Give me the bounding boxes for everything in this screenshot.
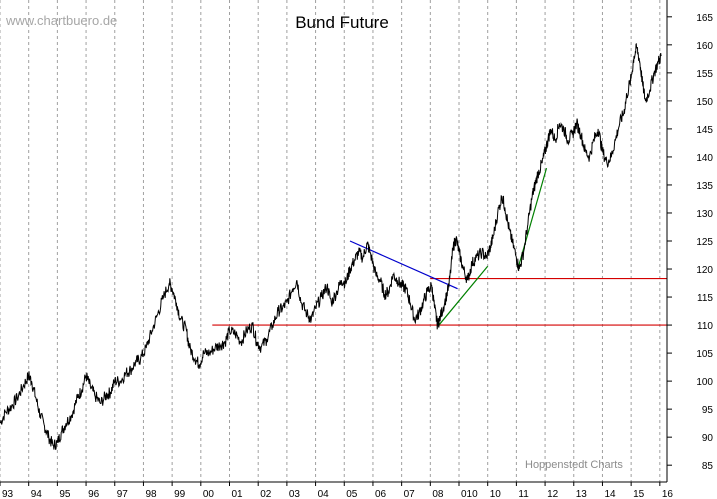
y-tick-label-145: 145 xyxy=(696,125,713,136)
y-tick-label-110: 110 xyxy=(697,321,713,332)
trendline-3 xyxy=(438,265,489,326)
plot-frame xyxy=(0,0,668,483)
x-tick-label-06: 06 xyxy=(375,489,387,499)
x-tick-label-95: 95 xyxy=(59,489,71,499)
x-tick-label-93: 93 xyxy=(2,489,14,499)
x-tick-label-08: 08 xyxy=(432,489,444,499)
x-tick-label-98: 98 xyxy=(145,489,157,499)
x-tick-label-12: 12 xyxy=(547,489,559,499)
y-tick-label-85: 85 xyxy=(702,461,714,472)
price-series xyxy=(0,43,662,450)
x-tick-label-15: 15 xyxy=(633,489,645,499)
x-tick-label-00: 00 xyxy=(203,489,215,499)
x-tick-label-13: 13 xyxy=(576,489,588,499)
x-axis: 93 94 95 96 97 98 99 00 01 02 03 04 05 06 07 08 010 10 11 1… xyxy=(0,482,673,499)
trendline-2 xyxy=(349,240,458,290)
source-credit: Hoppenstedt Charts xyxy=(525,459,623,471)
y-tick-label-150: 150 xyxy=(696,97,713,108)
y-tick-label-95: 95 xyxy=(702,405,714,416)
y-tick-label-130: 130 xyxy=(696,209,713,220)
x-tick-label-94: 94 xyxy=(31,489,43,499)
y-tick-label-135: 135 xyxy=(696,181,713,192)
trendlines xyxy=(212,167,667,326)
vertical-gridlines xyxy=(0,0,661,482)
x-tick-label-05: 05 xyxy=(346,489,358,499)
x-tick-label-11: 11 xyxy=(518,489,529,499)
x-tick-label-10: 10 xyxy=(490,489,502,499)
x-tick-label-07: 07 xyxy=(404,489,416,499)
x-tick-label-010: 010 xyxy=(461,489,478,499)
y-tick-label-115: 115 xyxy=(697,293,713,304)
watermark: www.chartbuero.de xyxy=(6,13,118,28)
x-tick-label-96: 96 xyxy=(88,489,100,499)
y-tick-label-125: 125 xyxy=(696,237,713,248)
y-tick-label-160: 160 xyxy=(696,41,713,52)
y-axis: 85 90 95 100 105 110 115 120 125 130 135 140 145 150 1… xyxy=(667,13,713,472)
x-tick-label-04: 04 xyxy=(318,489,330,499)
y-tick-label-155: 155 xyxy=(696,69,713,80)
chart-title: Bund Future xyxy=(295,13,389,32)
x-tick-label-99: 99 xyxy=(174,489,186,499)
y-tick-label-120: 120 xyxy=(696,265,713,276)
y-tick-label-165: 165 xyxy=(696,13,713,24)
y-tick-label-105: 105 xyxy=(696,349,713,360)
price-line-0 xyxy=(0,43,662,450)
y-tick-label-140: 140 xyxy=(696,153,713,164)
x-tick-label-01: 01 xyxy=(232,489,244,499)
y-tick-label-100: 100 xyxy=(696,377,713,388)
x-tick-label-16: 16 xyxy=(662,489,674,499)
x-tick-label-97: 97 xyxy=(117,489,129,499)
x-tick-label-14: 14 xyxy=(604,489,616,499)
x-tick-label-03: 03 xyxy=(289,489,301,499)
x-tick-label-02: 02 xyxy=(260,489,272,499)
y-tick-label-90: 90 xyxy=(702,433,714,444)
